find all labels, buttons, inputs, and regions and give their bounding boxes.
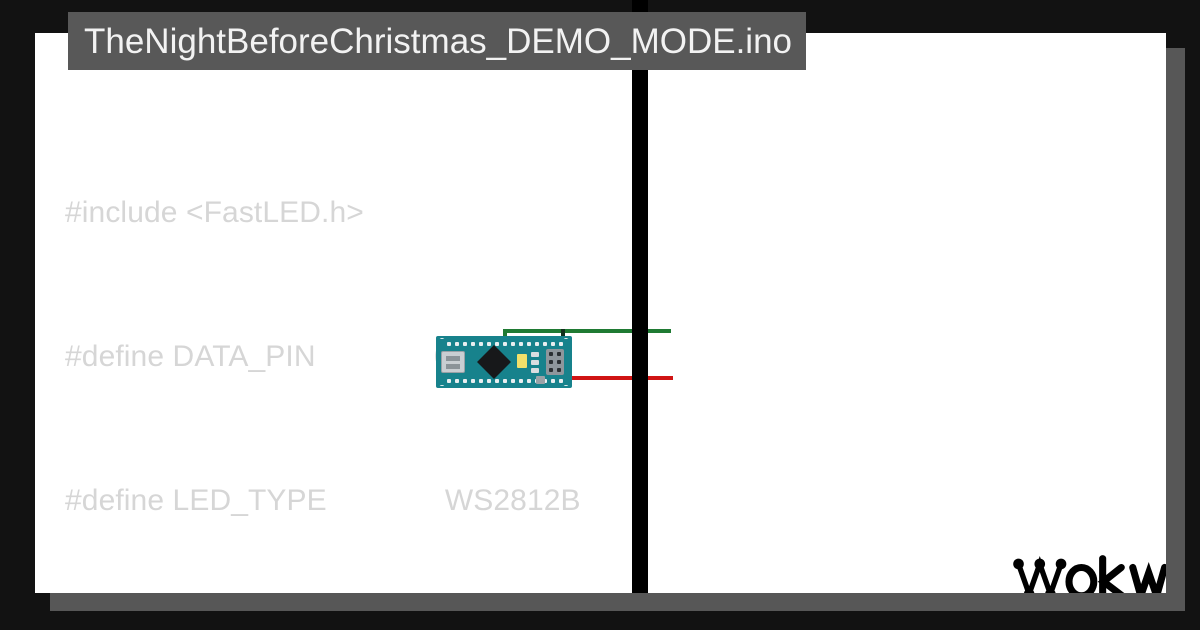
ws2812b-led-strip[interactable] — [632, 0, 648, 593]
icsp-header — [546, 349, 564, 375]
project-preview-card: #include <FastLED.h> #define DATA_PIN 6 … — [35, 33, 1166, 593]
project-filename: TheNightBeforeChristmas_DEMO_MODE.ino — [84, 21, 793, 61]
wokwi-logo — [1010, 548, 1166, 593]
smd-component — [531, 352, 539, 357]
smd-component — [531, 360, 539, 365]
microcontroller-chip — [477, 345, 511, 379]
data-wire-segment — [561, 329, 671, 333]
code-line: #define LED_TYPE WS2812B — [65, 484, 581, 517]
header-bottom — [439, 376, 569, 385]
power-led — [517, 354, 527, 368]
data-wire-segment — [503, 329, 565, 333]
arduino-nano-board[interactable] — [436, 336, 572, 388]
header-top — [439, 339, 569, 348]
reset-button[interactable] — [536, 376, 545, 384]
source-code-listing: #include <FastLED.h> #define DATA_PIN 6 … — [65, 93, 1166, 593]
code-line: #define DATA_PIN 6 — [65, 340, 451, 373]
smd-component — [531, 368, 539, 373]
code-line: #include <FastLED.h> — [65, 196, 364, 229]
power-wire-segment — [531, 376, 673, 380]
usb-connector — [441, 351, 465, 373]
project-title-bar: TheNightBeforeChristmas_DEMO_MODE.ino — [68, 12, 807, 70]
